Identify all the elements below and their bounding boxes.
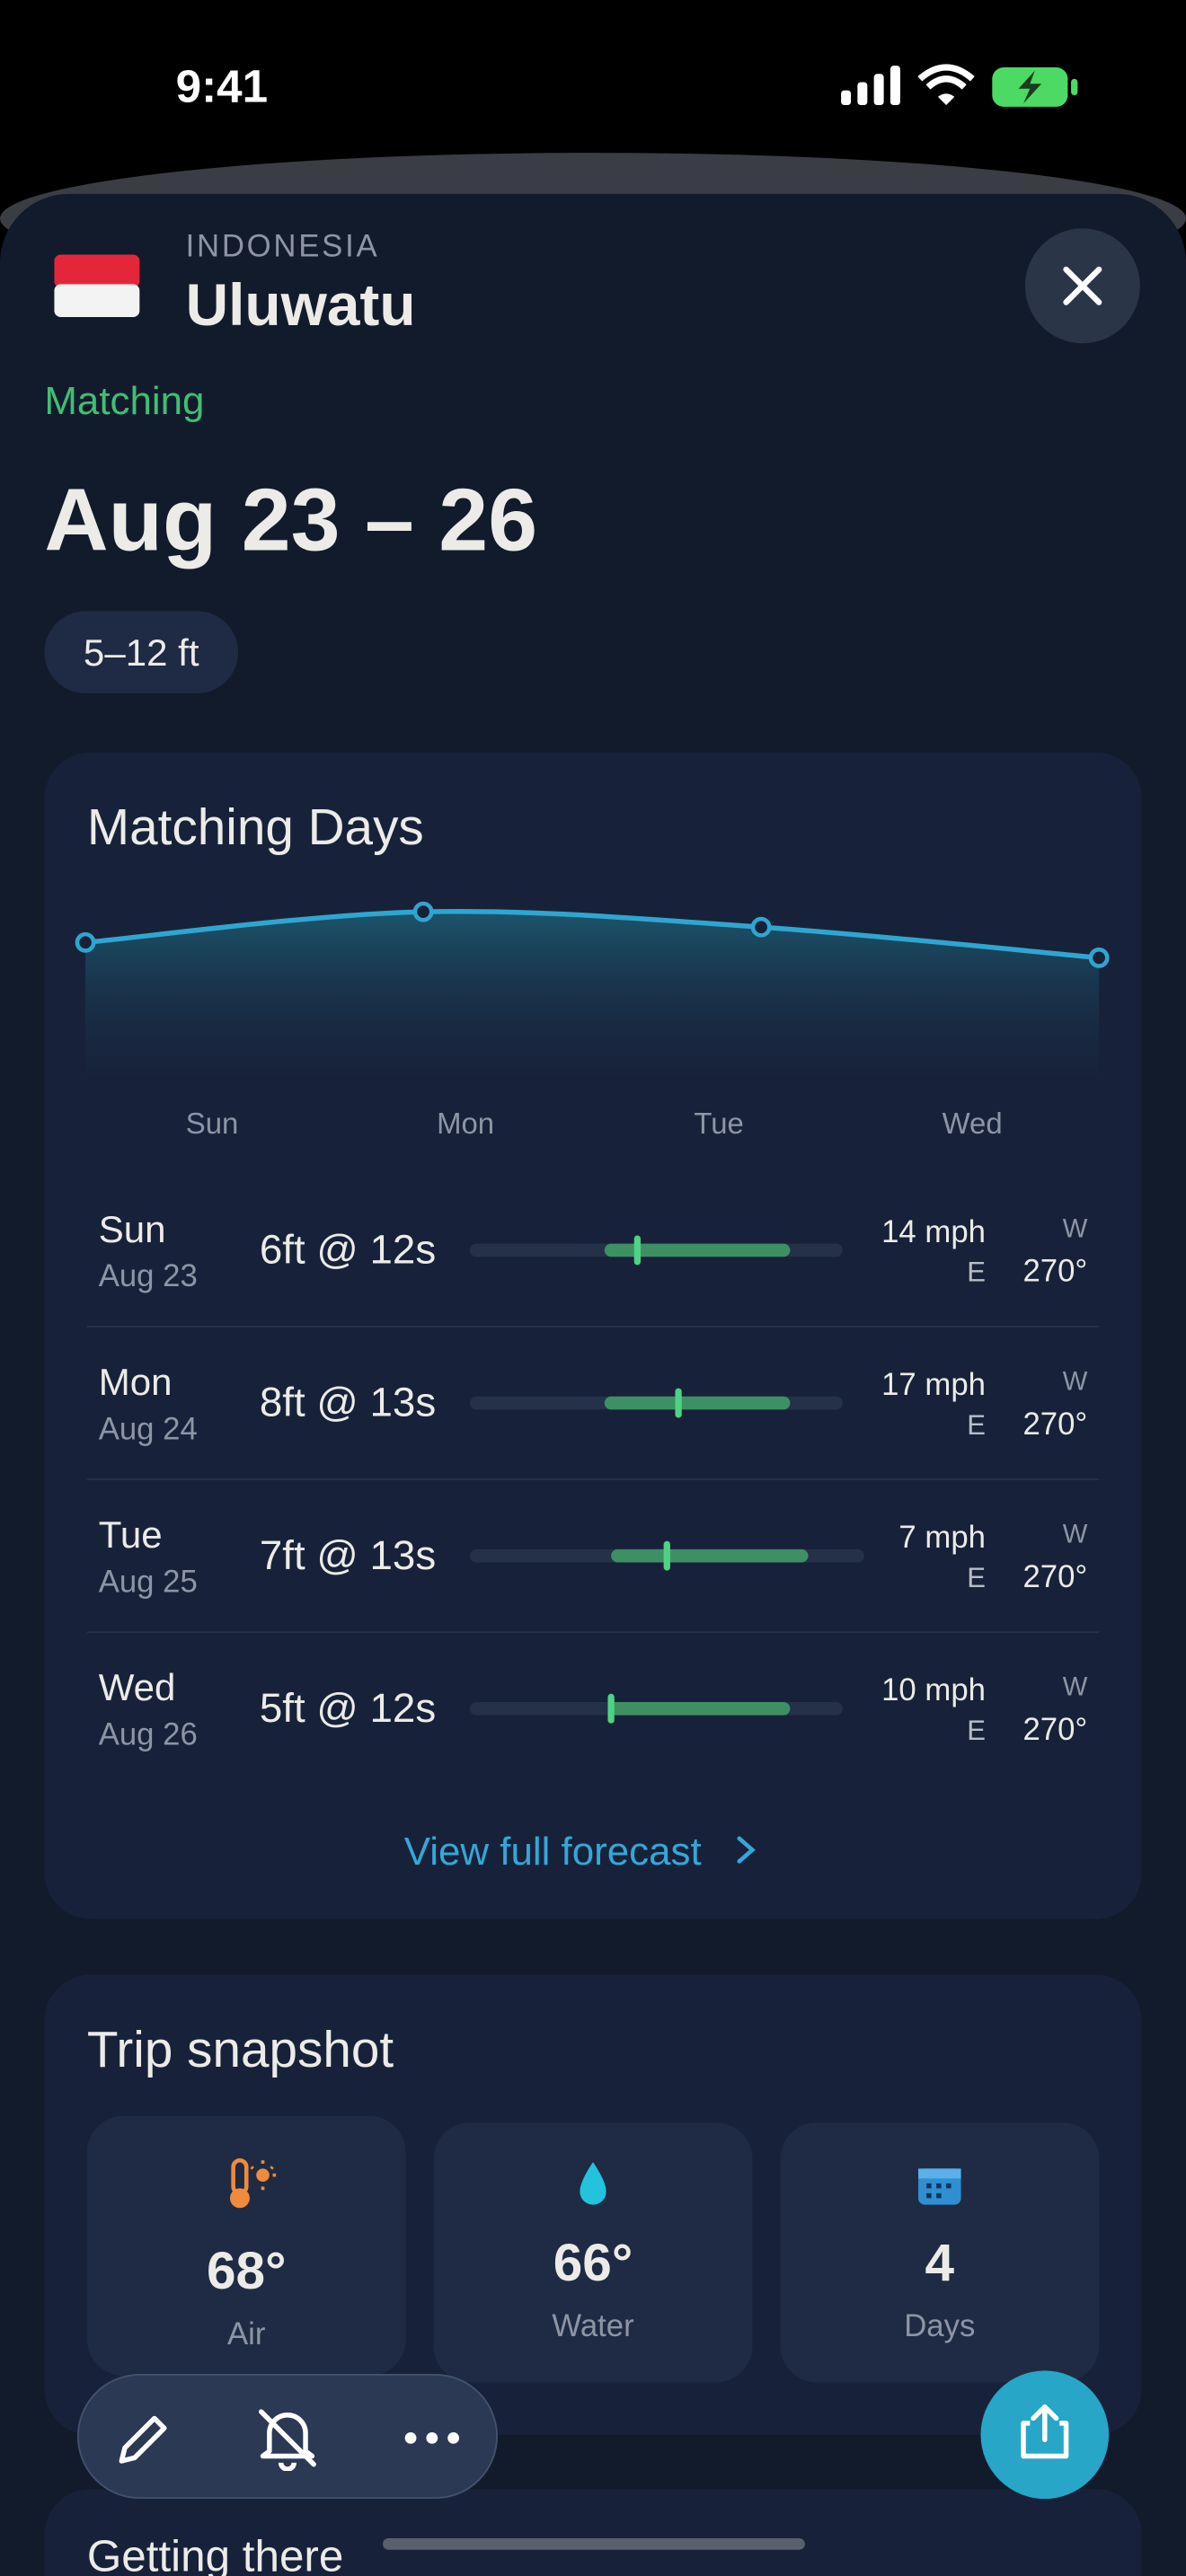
swell-track [469, 1388, 843, 1418]
tile-label: Water [552, 2309, 634, 2345]
date: Aug 26 [98, 1718, 198, 1753]
swell-track [469, 1693, 843, 1724]
view-forecast-link[interactable]: View full forecast [404, 1831, 762, 1873]
edit-button[interactable] [111, 2408, 177, 2467]
swell-dir: E [967, 1409, 986, 1442]
forecast-row: Mon Aug 24 8ft @ 13s 17 mph W E 270° [86, 1328, 1100, 1481]
wind-dir: W [1062, 1215, 1088, 1244]
point [750, 916, 772, 938]
country: INDONESIA [185, 230, 380, 265]
swell-range [611, 1548, 809, 1563]
card-title: Matching Days [86, 798, 424, 856]
area [85, 911, 1100, 1085]
forecast-row: Tue Aug 25 7ft @ 13s 7 mph W E 270° [86, 1480, 1100, 1634]
water-tile: 66° Water [433, 2122, 753, 2383]
degrees: 270° [1022, 1560, 1088, 1596]
tile-value: 4 [925, 2232, 955, 2292]
degrees: 270° [1022, 1407, 1088, 1442]
swell: 8ft @ 13s [259, 1380, 437, 1426]
point [75, 931, 96, 953]
date-range: Aug 23 – 26 [44, 471, 538, 570]
status-time: 9:41 [175, 60, 269, 112]
day: Wed [98, 1665, 176, 1709]
point [1088, 947, 1110, 968]
wave-pill: 5–12 ft [44, 611, 239, 693]
tile-label: Days [904, 2309, 976, 2345]
separator [86, 1326, 1100, 1328]
more-button[interactable] [401, 2422, 466, 2455]
swell-dir: E [967, 1257, 986, 1289]
swell: 5ft @ 12s [259, 1685, 437, 1732]
status-icons [841, 64, 1078, 107]
tile-label: Air [226, 2317, 266, 2353]
wind: 10 mph [881, 1673, 986, 1709]
line [84, 908, 1100, 961]
wind: 7 mph [898, 1521, 986, 1557]
close-button[interactable] [1024, 228, 1140, 344]
swell-range [607, 1701, 791, 1716]
date: Aug 25 [98, 1566, 198, 1601]
wind-dir: W [1062, 1673, 1088, 1702]
swell-track [469, 1235, 843, 1266]
share-icon [1021, 2404, 1069, 2459]
wind: 17 mph [881, 1368, 986, 1404]
tile-value: 68° [206, 2240, 287, 2300]
swell-marker [633, 1235, 642, 1266]
x-tick-label: Wed [943, 1107, 1003, 1140]
matching-chart: Sun Mon Tue Wed [75, 901, 1110, 1140]
day: Mon [98, 1360, 173, 1404]
match-status: Matching [44, 379, 205, 424]
card-title: Trip snapshot [86, 2020, 394, 2078]
toolbar [76, 2374, 498, 2500]
day: Sun [98, 1207, 166, 1250]
forecast-row: Sun Aug 23 6ft @ 12s 14 mph W E 270° [86, 1175, 1100, 1328]
separator [86, 1478, 1100, 1481]
getting-there-card [44, 2489, 1142, 2576]
x-tick-label: Mon [437, 1107, 494, 1140]
date: Aug 23 [98, 1259, 198, 1295]
wind-dir: W [1062, 1368, 1088, 1397]
wind-dir: W [1062, 1521, 1088, 1549]
card-title: Getting there [86, 2531, 344, 2576]
calendar-icon [918, 2168, 961, 2205]
spot-name: Uluwatu [185, 270, 416, 339]
close-icon [1063, 266, 1102, 305]
swell-track [469, 1540, 864, 1571]
swell-dir: E [967, 1562, 986, 1594]
degrees: 270° [1022, 1713, 1088, 1749]
mute-button[interactable] [253, 2405, 323, 2471]
swell: 6ft @ 12s [259, 1227, 437, 1274]
home-indicator [382, 2537, 805, 2550]
swell-range [604, 1396, 791, 1410]
x-tick-label: Sun [186, 1107, 239, 1140]
swell-range [604, 1243, 791, 1257]
date: Aug 24 [98, 1413, 198, 1448]
separator [86, 1631, 1100, 1634]
wind: 14 mph [881, 1215, 986, 1250]
x-tick-label: Tue [694, 1107, 743, 1140]
swell-marker [663, 1540, 670, 1571]
tile-value: 66° [553, 2232, 633, 2292]
drop-icon [580, 2162, 606, 2205]
days-tile: 4 Days [780, 2122, 1100, 2383]
swell-marker [675, 1388, 682, 1418]
flag [54, 254, 140, 318]
point [412, 901, 434, 922]
thermometer-icon [229, 2157, 277, 2209]
degrees: 270° [1022, 1255, 1088, 1290]
day: Tue [98, 1513, 163, 1557]
swell-dir: E [967, 1715, 986, 1747]
swell-marker [607, 1693, 615, 1724]
wave-range: 5–12 ft [83, 631, 199, 674]
chevron [736, 1836, 756, 1864]
forecast-row: Wed Aug 26 5ft @ 12s 10 mph W E 270° [87, 1633, 1099, 1786]
share-button[interactable] [980, 2370, 1110, 2500]
swell: 7ft @ 13s [259, 1532, 437, 1579]
link-text: View full forecast [403, 1830, 702, 1875]
air-tile: 68° Air [86, 2115, 406, 2376]
